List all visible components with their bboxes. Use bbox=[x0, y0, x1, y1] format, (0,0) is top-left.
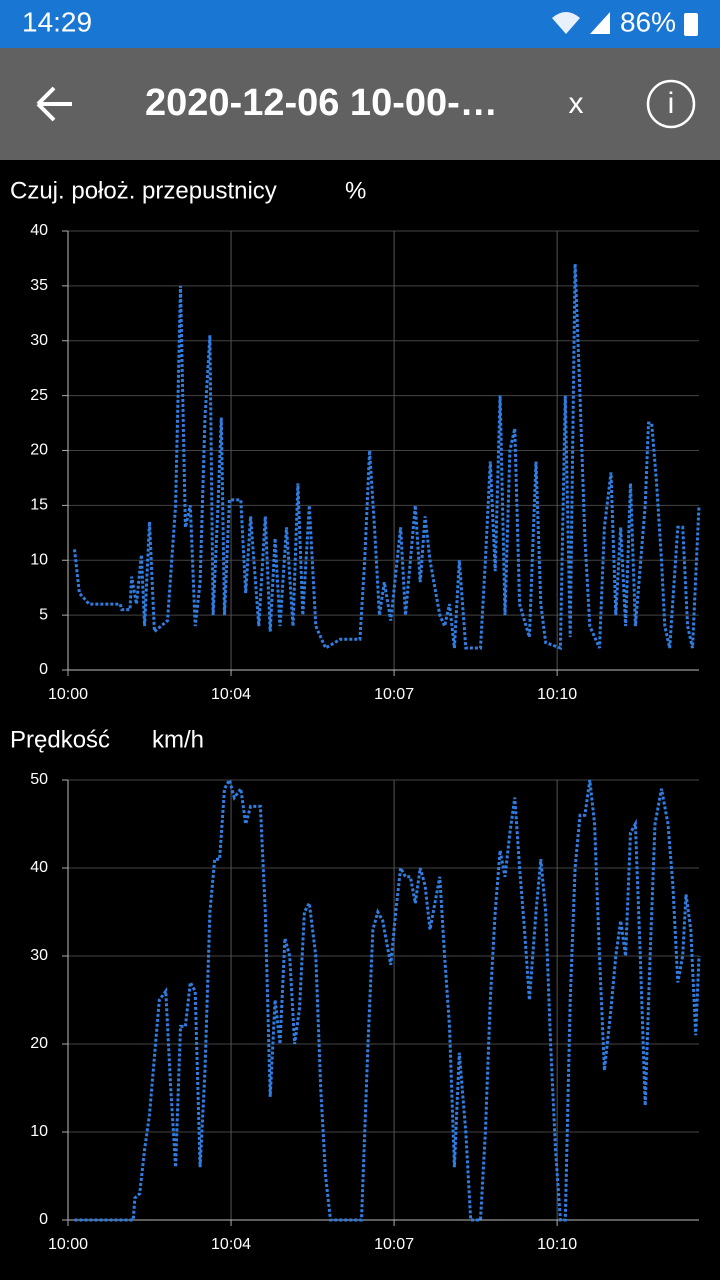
battery-icon bbox=[684, 13, 698, 36]
x-tick-label: 10:10 bbox=[537, 1236, 577, 1253]
y-tick-label: 30 bbox=[30, 332, 48, 349]
y-tick-label: 20 bbox=[30, 442, 48, 459]
chart-title: Czuj. położ. przepustnicy bbox=[10, 177, 277, 204]
wifi-icon bbox=[552, 12, 580, 34]
chart-title: Prędkość bbox=[10, 726, 110, 753]
x-tick-label: 10:00 bbox=[48, 1236, 88, 1253]
y-tick-label: 20 bbox=[30, 1035, 48, 1052]
x-tick-label: 10:07 bbox=[374, 1236, 414, 1253]
y-tick-label: 40 bbox=[30, 859, 48, 876]
y-tick-label: 50 bbox=[30, 771, 48, 788]
status-bar bbox=[0, 0, 720, 48]
y-tick-label: 0 bbox=[39, 1211, 48, 1228]
y-tick-label: 5 bbox=[39, 606, 48, 623]
x-tick-label: 10:04 bbox=[211, 1236, 251, 1253]
x-tick-label: 10:07 bbox=[374, 686, 414, 703]
battery-level: 86% bbox=[620, 6, 676, 37]
y-tick-label: 15 bbox=[30, 497, 48, 514]
y-tick-label: 25 bbox=[30, 387, 48, 404]
x-tick-label: 10:04 bbox=[211, 686, 251, 703]
x-tick-label: 10:10 bbox=[537, 686, 577, 703]
toolbar bbox=[0, 48, 720, 160]
y-tick-label: 0 bbox=[39, 661, 48, 678]
x-tick-label: 10:00 bbox=[48, 686, 88, 703]
y-tick-label: 10 bbox=[30, 1123, 48, 1140]
info-button[interactable] bbox=[646, 79, 696, 129]
chart-unit: km/h bbox=[152, 726, 204, 753]
toolbar-title: 2020-12-06 10-00-… bbox=[145, 82, 498, 124]
chart-unit: % bbox=[345, 177, 366, 204]
data-line bbox=[74, 776, 701, 1222]
y-tick-label: 30 bbox=[30, 947, 48, 964]
status-time: 14:29 bbox=[22, 6, 92, 37]
y-tick-label: 35 bbox=[30, 277, 48, 294]
back-button[interactable] bbox=[36, 86, 72, 122]
close-button[interactable]: x bbox=[569, 87, 584, 120]
y-tick-label: 10 bbox=[30, 551, 48, 568]
data-line bbox=[73, 263, 701, 651]
y-tick-label: 40 bbox=[30, 222, 48, 239]
signal-icon bbox=[590, 12, 610, 34]
info-label[interactable]: i bbox=[668, 87, 675, 120]
